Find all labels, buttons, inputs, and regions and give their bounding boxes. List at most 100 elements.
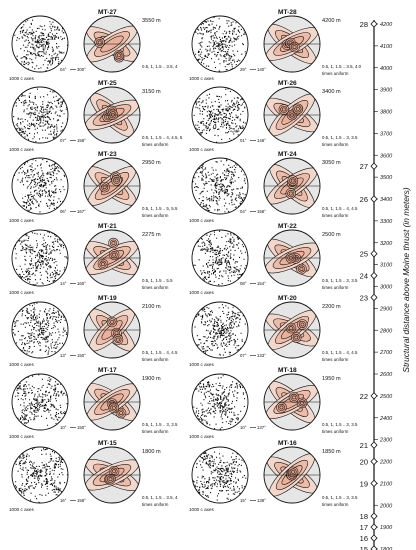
sample-height: 2100 m <box>142 304 161 310</box>
trend-start: 07° <box>240 353 247 358</box>
c-axes-count: 1000 c axes <box>189 434 214 439</box>
sample-height: 1950 m <box>322 376 341 382</box>
sample-mt-21: 1000 c axes MT-21 2275 m 14° 160° 0.5, 1, 1.5… <box>9 223 173 295</box>
contour-levels: 0.5, 1, 1.5 .. 3.5, 4 <box>142 64 178 69</box>
scale-tick-label: 3900 <box>380 88 393 94</box>
contour-net <box>263 446 321 504</box>
sample-height: 1800 m <box>142 449 161 455</box>
scatter-net <box>11 86 69 144</box>
contour-net <box>263 373 321 431</box>
contour-net <box>83 301 141 359</box>
trend-end: 140° <box>257 67 266 72</box>
scatter-net <box>11 15 69 73</box>
trend-start: 13° <box>60 353 67 358</box>
uniform-note: times uniform <box>142 213 169 218</box>
density-contours <box>266 164 318 208</box>
sample-marker-label: 22 <box>360 392 368 401</box>
sample-marker-label: 15 <box>360 545 368 550</box>
net-outline <box>191 446 249 504</box>
sample-marker-label: 18 <box>360 512 368 521</box>
sample-id: MT-19 <box>98 295 117 302</box>
net-outline <box>263 446 321 504</box>
net-outline <box>11 373 69 431</box>
sample-marker <box>370 195 378 203</box>
uniform-note: times uniform <box>322 213 349 218</box>
c-axis-points <box>12 447 68 503</box>
net-outline <box>11 446 69 504</box>
scatter-net <box>191 86 249 144</box>
scale-tick-label: 3300 <box>380 219 393 225</box>
scale-title: Structural distance above Moine thrust (… <box>401 187 411 372</box>
trend-start: 10° <box>60 425 67 430</box>
contour-net <box>263 301 321 359</box>
sample-height: 3150 m <box>142 89 161 95</box>
scale-tick-label: 4200 <box>380 22 393 28</box>
trend-start: 04° <box>240 209 247 214</box>
scale-tick-label: 2200 <box>379 460 393 466</box>
sample-marker <box>370 512 378 520</box>
sample-mt-27: 1000 c axes MT-27 3550 m 04° 300° 0.5, 1, 1.5… <box>9 9 178 81</box>
sample-marker-label: 25 <box>360 250 368 259</box>
net-outline <box>83 446 141 504</box>
scatter-net <box>11 157 69 215</box>
contour-levels: 0.5, 1, 1.5 .. 3.5, 4.0 <box>322 64 362 69</box>
sample-id: MT-20 <box>278 295 297 302</box>
sample-marker <box>370 249 378 258</box>
height-scale: 4200 4100 4000 3900 3800 3700 3600 3500 3400 3300… <box>360 20 411 550</box>
scale-tick-label: 2600 <box>379 372 393 378</box>
scale-tick-label: 3200 <box>380 241 393 247</box>
trend-end: 137° <box>257 425 266 430</box>
uniform-note: times uniform <box>322 429 349 434</box>
sample-height: 2950 m <box>142 160 161 166</box>
sample-marker <box>370 162 378 170</box>
sample-id: MT-23 <box>98 151 117 158</box>
contour-net <box>83 229 141 287</box>
sample-mt-19: 1000 c axes MT-19 2100 m 13° 150° 0.5, 1, 1.5… <box>9 295 178 367</box>
net-outline <box>83 15 141 73</box>
uniform-note: times uniform <box>142 142 169 147</box>
density-contours <box>85 237 139 275</box>
c-axes-count: 1000 c axes <box>9 290 34 295</box>
sample-marker-label: 17 <box>360 523 368 532</box>
sample-id: MT-26 <box>278 80 297 87</box>
trend-start: 06° <box>60 209 67 214</box>
c-axis-points <box>192 448 248 503</box>
contour-levels: 0.5, 1, 1.5 .. 5.5 <box>142 278 173 283</box>
sample-marker-label: 16 <box>360 534 368 543</box>
trend-start: 10° <box>240 425 247 430</box>
sample-mt-26: 1000 c axes MT-26 3400 m 01° 148° 0.5, 1, 1.5… <box>189 80 358 152</box>
c-axes-count: 1000 c axes <box>189 507 214 512</box>
net-outline <box>11 157 69 215</box>
contour-net <box>83 446 141 504</box>
sample-height: 2500 m <box>322 232 341 238</box>
trend-end: 148° <box>257 138 266 143</box>
sample-marker-label: 23 <box>360 293 368 302</box>
trend-start: 29° <box>240 67 247 72</box>
scale-tick-label: 1800 <box>380 547 393 550</box>
sample-id: MT-22 <box>278 223 297 230</box>
scatter-net <box>191 15 249 73</box>
contour-levels: 0.5, 1, 1.5 .. 5, 5.5 <box>142 206 178 211</box>
sample-marker-label: 27 <box>360 162 368 171</box>
trend-start: 07° <box>60 138 67 143</box>
sample-mt-17: 1000 c axes MT-17 1900 m 10° 150° 0.5, 1, 1.5… <box>9 367 178 439</box>
net-outline <box>191 301 249 359</box>
sample-marker <box>370 20 378 28</box>
contour-levels: 0.5, 1, 1.5 .. 3.5, 4 <box>142 495 178 500</box>
c-axis-points <box>192 158 248 214</box>
sample-mt-25: 1000 c axes MT-25 3150 m 07° 158° 0.5, 1, 1.5… <box>9 80 183 152</box>
net-outline <box>263 86 321 144</box>
contour-net <box>83 86 141 144</box>
c-axes-count: 1000 c axes <box>9 147 34 152</box>
sample-height: 2200 m <box>322 304 341 310</box>
scale-tick-label: 2100 <box>379 481 393 487</box>
sample-height: 2275 m <box>142 232 161 238</box>
trend-end: 154° <box>257 281 266 286</box>
trend-end: 138° <box>257 498 266 503</box>
sample-marker-label: 20 <box>360 458 368 467</box>
scale-tick-label: 3100 <box>380 263 393 269</box>
c-axes-count: 1000 c axes <box>189 218 214 223</box>
net-outline <box>263 15 321 73</box>
trend-start: 16° <box>60 498 67 503</box>
c-axis-points <box>12 158 68 214</box>
